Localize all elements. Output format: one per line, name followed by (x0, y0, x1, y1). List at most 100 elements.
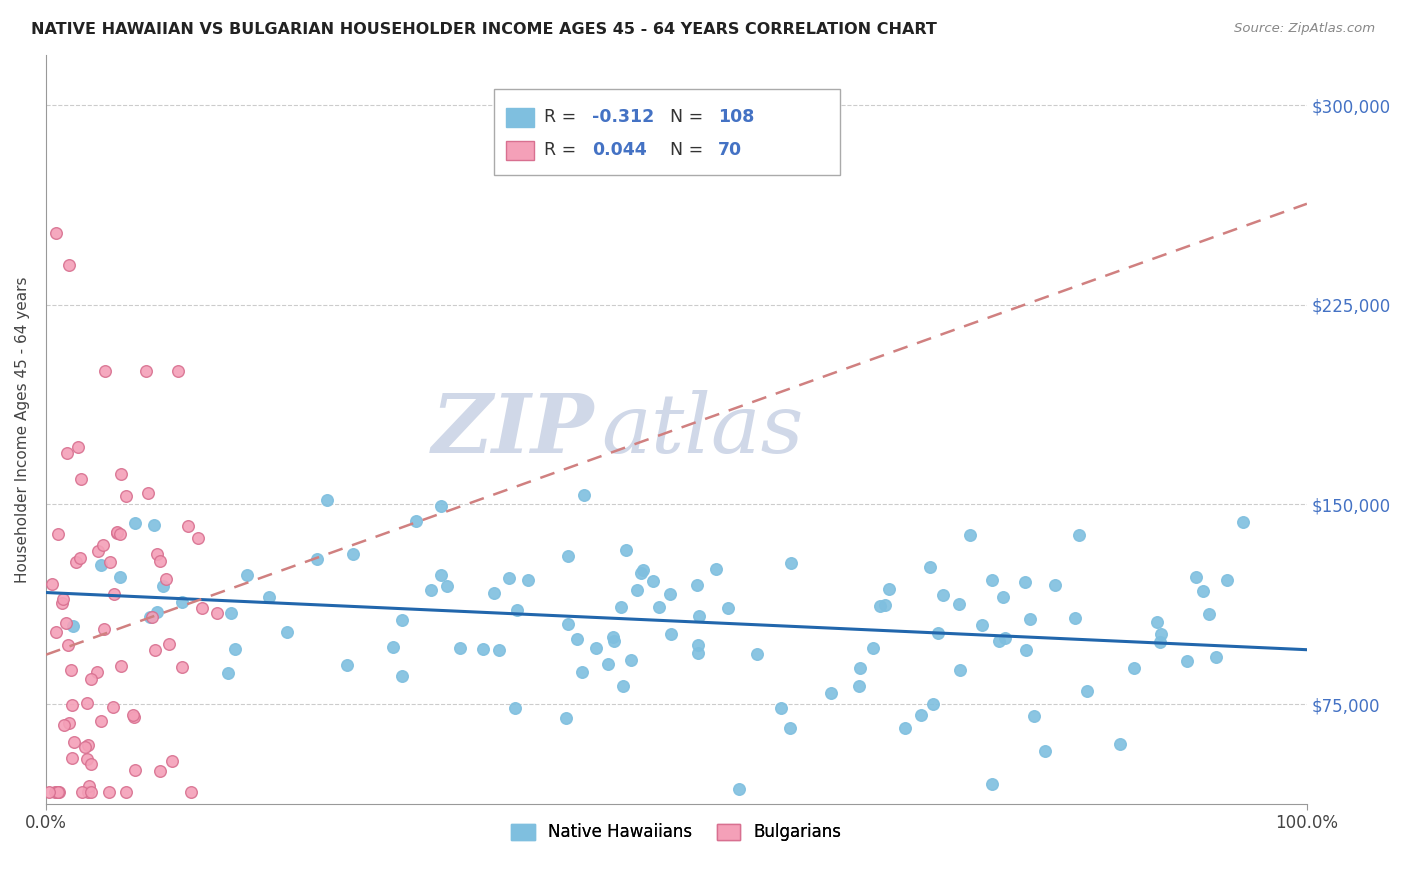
Point (932, 588, 955, 602)
Point (55, 615, 77, 630)
Text: 0.044: 0.044 (592, 141, 647, 160)
Point (80, 756, 103, 771)
Point (488, 643, 510, 657)
Point (149, 554, 172, 568)
Point (177, 519, 200, 533)
Point (869, 599, 891, 613)
Point (648, 599, 671, 614)
Point (745, 647, 768, 661)
Point (166, 364, 188, 378)
Point (1185, 570, 1208, 584)
Point (97, 785, 120, 799)
Point (949, 664, 972, 678)
Point (124, 763, 146, 777)
Point (45, 625, 67, 640)
Point (980, 573, 1002, 587)
Point (1175, 654, 1198, 668)
Point (1109, 737, 1132, 751)
Point (162, 755, 184, 769)
Point (717, 601, 740, 615)
Point (108, 570, 131, 584)
Point (728, 782, 751, 797)
Point (659, 587, 682, 601)
Point (41, 577, 63, 591)
Point (58, 258, 80, 272)
Point (187, 531, 209, 545)
Point (107, 524, 129, 539)
Point (276, 625, 298, 640)
Point (602, 633, 624, 648)
Point (988, 634, 1011, 648)
Point (76, 696, 98, 710)
Point (565, 632, 588, 646)
Point (336, 657, 359, 672)
Point (70, 785, 93, 799)
Bar (506, 108, 534, 127)
Point (1064, 611, 1087, 625)
Point (93, 622, 115, 636)
Point (103, 587, 125, 601)
Point (105, 525, 128, 540)
Point (155, 572, 177, 586)
Point (136, 486, 159, 500)
Point (405, 514, 427, 528)
Point (139, 609, 162, 624)
Point (86, 544, 108, 558)
Point (704, 562, 727, 576)
Point (219, 607, 242, 621)
Point (1022, 709, 1045, 723)
Point (1205, 650, 1227, 665)
Point (135, 364, 157, 378)
Point (90, 558, 112, 573)
Point (1198, 607, 1220, 622)
Point (115, 785, 138, 799)
Point (779, 721, 801, 735)
Point (191, 601, 214, 615)
Point (62, 619, 84, 633)
Point (686, 578, 709, 592)
Point (498, 571, 520, 585)
Point (554, 710, 576, 724)
Point (62, 735, 84, 749)
Point (686, 638, 709, 652)
Point (124, 516, 146, 531)
Point (90, 714, 112, 728)
Point (610, 600, 633, 615)
Point (391, 669, 413, 683)
Point (315, 492, 337, 507)
Point (948, 597, 970, 611)
Point (146, 605, 169, 619)
Point (877, 582, 900, 596)
Point (994, 632, 1017, 646)
Point (145, 547, 167, 561)
Point (58, 716, 80, 731)
Point (305, 552, 328, 566)
Point (38, 785, 60, 799)
Text: N =: N = (671, 108, 709, 127)
Point (236, 568, 259, 582)
Point (626, 583, 648, 598)
Point (910, 707, 932, 722)
FancyBboxPatch shape (494, 89, 841, 175)
Point (76, 752, 98, 766)
Point (80, 785, 103, 799)
Point (614, 543, 637, 558)
Point (873, 599, 896, 613)
Point (471, 642, 494, 657)
Point (1069, 528, 1091, 542)
Point (643, 574, 665, 589)
Point (224, 642, 246, 657)
Text: -0.312: -0.312 (592, 108, 654, 127)
Point (143, 643, 166, 657)
Point (980, 777, 1002, 791)
Point (661, 627, 683, 641)
Point (1232, 515, 1254, 529)
Point (91, 538, 114, 552)
Point (45, 226, 67, 240)
Point (152, 579, 174, 593)
Text: Source: ZipAtlas.com: Source: ZipAtlas.com (1234, 22, 1375, 36)
Point (122, 707, 145, 722)
Text: atlas: atlas (600, 390, 803, 469)
Point (48, 785, 70, 799)
Point (572, 488, 595, 502)
